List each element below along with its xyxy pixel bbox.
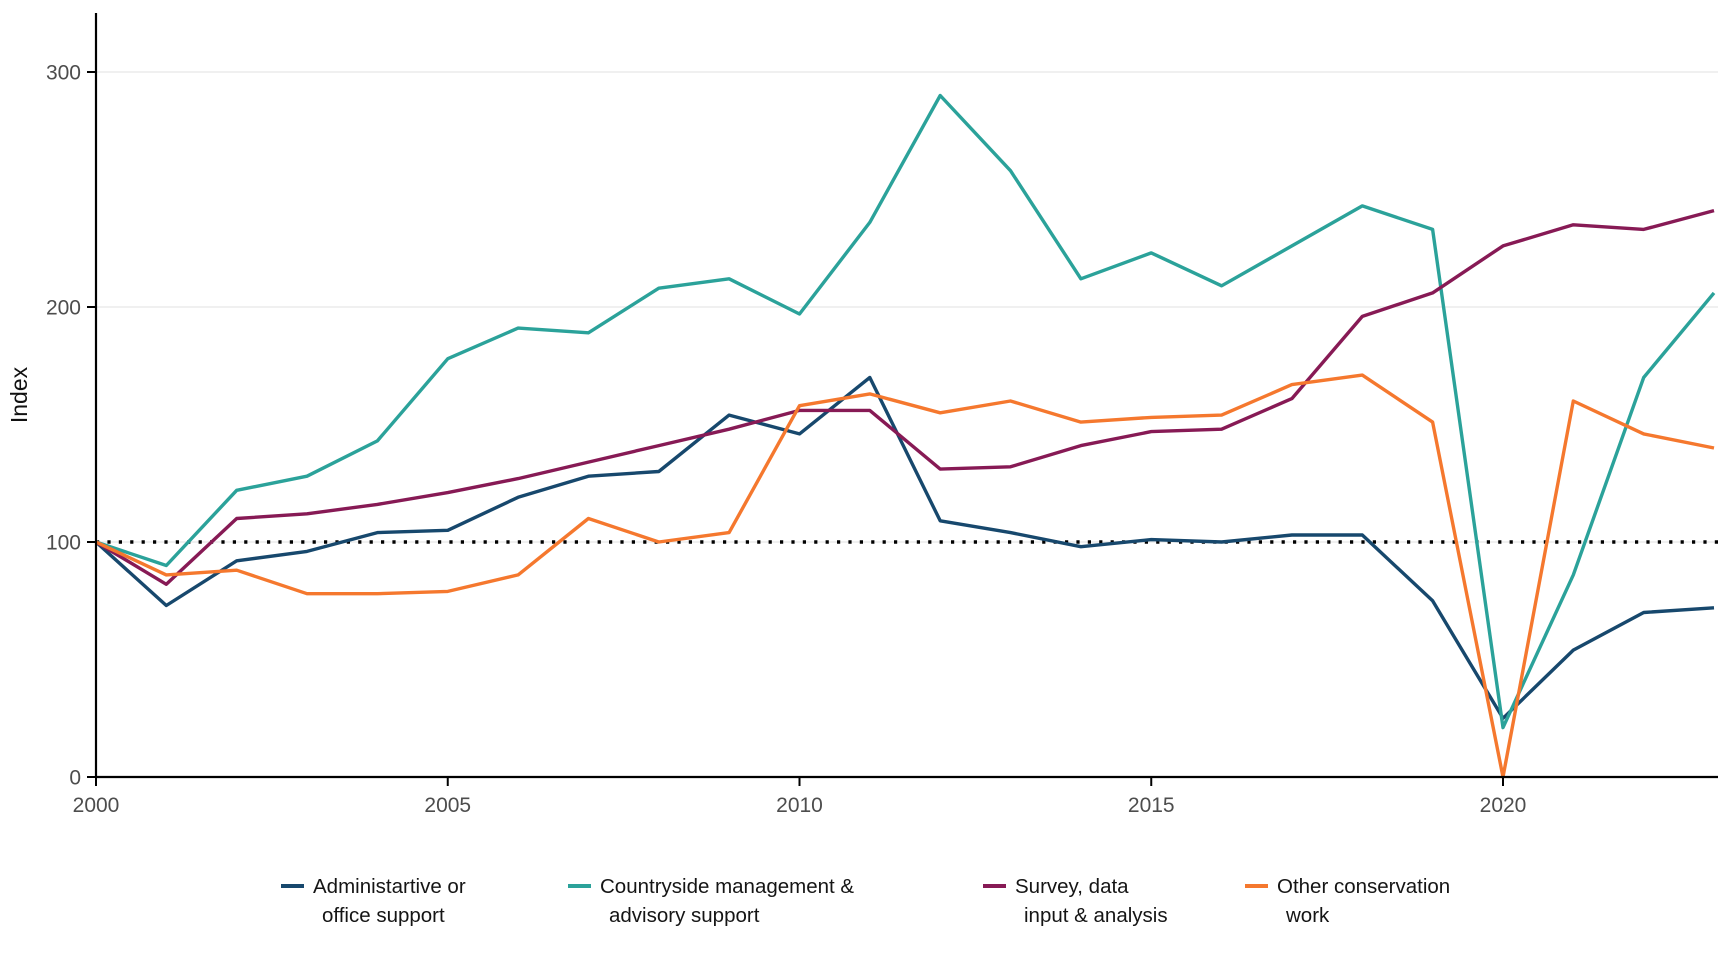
y-axis-title: Index — [6, 366, 32, 423]
x-tick-label: 2015 — [1128, 794, 1175, 817]
y-tick-label: 100 — [46, 532, 81, 555]
legend-item-3: Survey, data input & analysis — [983, 872, 1168, 930]
series-line-3 — [95, 208, 1715, 586]
y-tick-label: 0 — [69, 767, 81, 790]
line-chart: 0 100 200 300 2000 2005 2010 2015 2020 Index — [6, 13, 1718, 817]
x-tick-label: 2000 — [73, 794, 120, 817]
legend-label: Survey, data input & analysis — [1015, 875, 1168, 927]
series-line-4 — [95, 373, 1715, 779]
series-line-2 — [95, 93, 1716, 730]
legend-key-icon — [983, 884, 1006, 888]
x-tick-label: 2020 — [1480, 794, 1527, 817]
legend-key-icon — [1245, 884, 1268, 888]
x-tick-label: 2005 — [424, 794, 471, 817]
y-tick-label: 300 — [46, 62, 81, 85]
legend-item-4: Other conservation work — [1245, 872, 1450, 930]
legend-item-1: Administartive or office support — [281, 872, 466, 930]
legend-key-icon — [281, 884, 304, 888]
legend-key-icon — [568, 884, 591, 888]
legend-label: Other conservation work — [1277, 875, 1451, 927]
series-line-1 — [94, 375, 1715, 720]
y-tick-label: 200 — [46, 297, 81, 320]
legend-label: Administartive or office support — [313, 875, 466, 927]
x-tick-label: 2010 — [776, 794, 823, 817]
legend-label: Countryside management & advisory support — [600, 875, 855, 927]
legend-item-2: Countryside management & advisory support — [568, 872, 854, 930]
